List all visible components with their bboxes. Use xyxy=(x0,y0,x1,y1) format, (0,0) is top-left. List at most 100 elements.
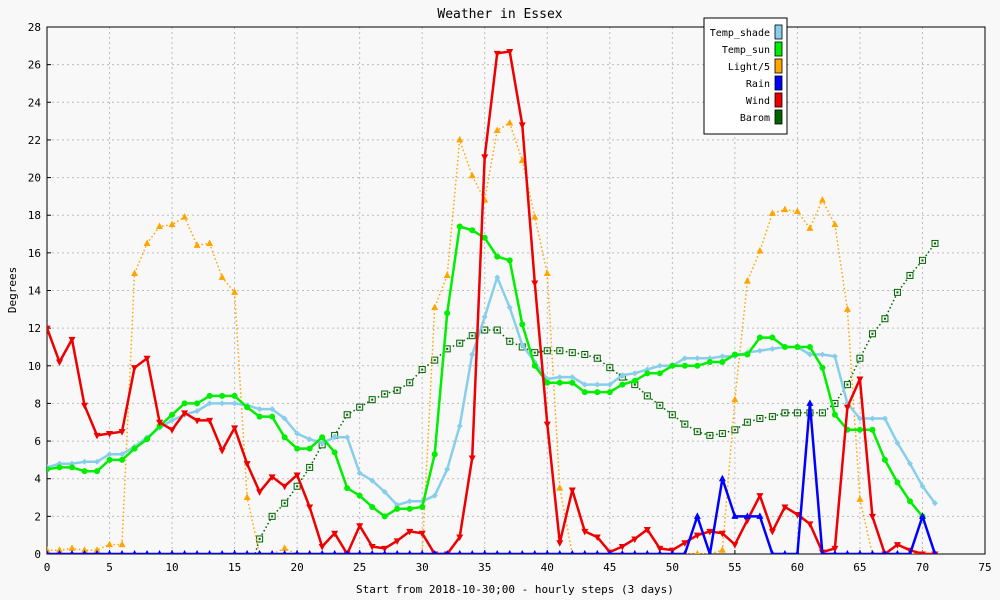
point-marker xyxy=(682,550,687,554)
point-marker xyxy=(768,528,776,536)
x-tick-label: 15 xyxy=(228,561,241,574)
point-marker xyxy=(918,512,926,519)
point-marker xyxy=(243,461,251,468)
point-marker xyxy=(543,269,551,277)
point-marker xyxy=(793,207,801,214)
point-marker xyxy=(581,381,588,388)
point-marker xyxy=(557,550,562,554)
point-marker xyxy=(369,503,376,510)
point-marker xyxy=(868,513,876,521)
point-marker xyxy=(581,389,588,396)
grid xyxy=(47,27,985,554)
chart-title: Weather in Essex xyxy=(437,7,562,22)
point-marker xyxy=(756,334,763,341)
point-marker xyxy=(494,253,501,260)
point-marker xyxy=(693,532,701,540)
point-marker xyxy=(256,406,263,413)
x-tick-label: 55 xyxy=(728,561,741,574)
x-tick-label: 5 xyxy=(106,561,113,574)
point-marker xyxy=(506,118,514,126)
legend-swatch xyxy=(774,24,783,40)
point-marker xyxy=(269,413,276,420)
point-marker xyxy=(781,343,788,350)
point-marker xyxy=(495,550,500,554)
x-tick-label: 75 xyxy=(978,561,991,574)
point-marker xyxy=(756,347,763,354)
legend-swatch xyxy=(774,109,783,125)
point-marker xyxy=(393,538,401,545)
point-marker xyxy=(806,343,813,350)
point-marker-inner xyxy=(908,274,911,277)
point-marker xyxy=(918,551,926,554)
point-marker xyxy=(131,269,139,277)
point-marker xyxy=(344,434,351,441)
point-marker xyxy=(444,466,451,473)
point-marker xyxy=(544,379,551,386)
point-marker xyxy=(431,303,439,310)
y-tick-label: 20 xyxy=(28,172,41,185)
point-marker-inner xyxy=(308,466,311,469)
point-marker xyxy=(832,550,838,554)
point-marker-inner xyxy=(283,502,286,505)
point-marker xyxy=(568,487,576,495)
point-marker xyxy=(244,550,250,554)
point-marker xyxy=(307,550,312,554)
point-marker xyxy=(695,550,700,554)
point-marker xyxy=(569,379,576,386)
point-marker-inner xyxy=(858,357,861,360)
point-marker xyxy=(457,550,462,554)
point-marker xyxy=(793,511,801,519)
point-marker xyxy=(118,540,126,548)
point-marker xyxy=(218,273,226,280)
point-marker xyxy=(81,546,89,553)
series-wind xyxy=(47,48,939,554)
point-marker xyxy=(719,353,726,360)
point-marker xyxy=(332,550,337,554)
y-axis-label: Degrees xyxy=(6,267,19,313)
point-marker xyxy=(57,550,62,554)
legend-box xyxy=(703,17,788,135)
point-marker xyxy=(294,430,301,437)
point-marker xyxy=(606,389,613,396)
point-marker xyxy=(506,304,513,311)
point-marker xyxy=(319,439,326,446)
point-marker-inner xyxy=(558,349,561,352)
point-marker-inner xyxy=(533,351,536,354)
point-marker xyxy=(494,274,501,281)
point-marker xyxy=(919,483,926,490)
point-marker xyxy=(331,449,338,456)
point-marker-inner xyxy=(296,485,299,488)
point-marker xyxy=(406,498,413,505)
point-marker xyxy=(469,351,476,358)
point-marker xyxy=(231,288,239,295)
point-marker xyxy=(106,431,114,438)
point-marker xyxy=(107,550,112,554)
point-marker xyxy=(556,540,564,547)
series-layer xyxy=(47,48,939,554)
point-marker xyxy=(845,550,850,554)
point-marker xyxy=(293,472,301,479)
legend: Temp_shade Temp_sun Light/5 Rain Wind Barom xyxy=(703,17,788,135)
point-marker-inner xyxy=(408,381,411,384)
point-marker xyxy=(656,545,664,553)
point-marker xyxy=(106,451,113,458)
point-marker xyxy=(619,372,626,379)
point-marker-inner xyxy=(358,406,361,409)
point-marker xyxy=(194,400,201,407)
point-marker xyxy=(269,550,275,554)
y-tick-label: 16 xyxy=(28,247,41,260)
point-marker xyxy=(432,550,437,554)
point-marker xyxy=(894,439,901,446)
y-tick-label: 0 xyxy=(34,548,41,561)
point-marker xyxy=(381,513,388,520)
point-marker-inner xyxy=(721,432,724,435)
point-marker xyxy=(257,550,262,554)
point-marker xyxy=(556,379,563,386)
x-tick-label: 60 xyxy=(791,561,804,574)
point-marker xyxy=(219,392,226,399)
legend-swatch xyxy=(774,41,783,57)
point-marker xyxy=(118,429,126,436)
legend-label: Rain xyxy=(746,79,770,90)
legend-label: Wind xyxy=(746,96,770,107)
